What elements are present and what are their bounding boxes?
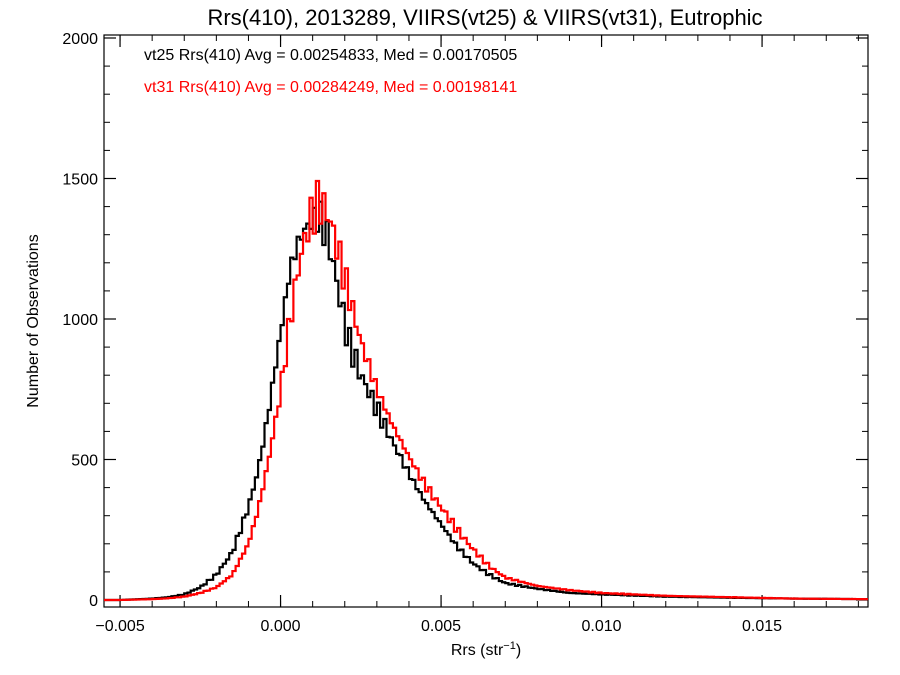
x-axis-label-sup: −1 <box>503 640 516 652</box>
x-tick-label: 0.010 <box>582 618 622 635</box>
plot-frame <box>103 34 869 608</box>
y-tick-label: 1500 <box>62 172 98 189</box>
series-vt31-line <box>104 179 868 602</box>
x-tick-label: 0.000 <box>261 618 301 635</box>
x-axis-label: Rrs (str−1) <box>451 640 521 659</box>
annotation-vt25: vt25 Rrs(410) Avg = 0.00254833, Med = 0.… <box>144 47 517 64</box>
x-axis-label-main: Rrs (str <box>451 642 504 659</box>
x-tick-label: 0.005 <box>421 618 461 635</box>
y-tick-label: 1000 <box>62 312 98 329</box>
y-tick-label: 500 <box>71 453 98 470</box>
y-axis: 0 500 1000 1500 2000 <box>62 31 868 610</box>
y-tick-label: 0 <box>89 593 98 610</box>
series-layer <box>104 179 868 602</box>
x-axis: −0.005 0.000 0.005 0.010 0.015 <box>95 35 859 635</box>
series-vt25-line <box>104 200 868 602</box>
chart-title: Rrs(410), 2013289, VIIRS(vt25) & VIIRS(v… <box>207 5 762 30</box>
x-tick-label: 0.015 <box>742 618 782 635</box>
y-tick-label: 2000 <box>62 31 98 48</box>
x-axis-label-end: ) <box>516 642 521 659</box>
x-tick-label: −0.005 <box>95 618 144 635</box>
y-axis-label: Number of Observations <box>25 234 42 407</box>
annotation-vt31: vt31 Rrs(410) Avg = 0.00284249, Med = 0.… <box>144 79 517 96</box>
